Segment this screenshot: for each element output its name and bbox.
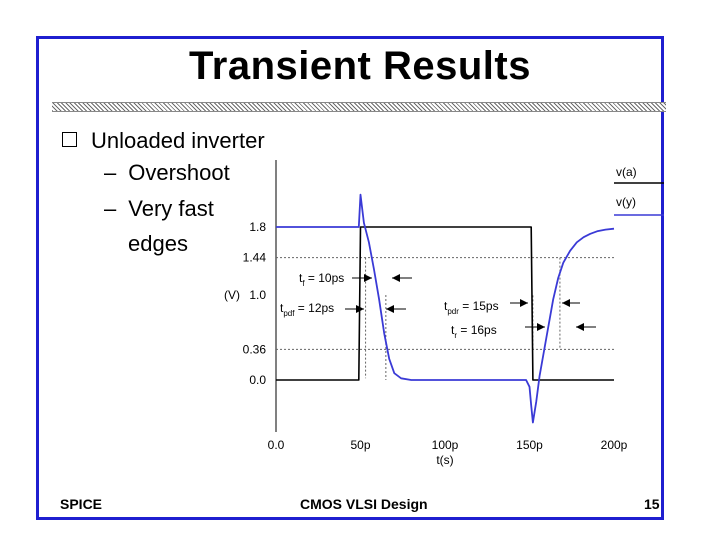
arrowhead: [562, 299, 570, 307]
y-tick-label: 1.0: [249, 288, 266, 302]
annotation-subscript: pdf: [283, 309, 295, 318]
y-tick-label: 1.44: [243, 251, 267, 265]
arrowhead: [364, 274, 372, 282]
annotation-main: t: [451, 323, 455, 337]
subbullet-text: Overshoot: [128, 160, 230, 185]
subbullet-overshoot: – Overshoot: [104, 160, 230, 186]
title-divider: [52, 102, 666, 112]
footer-page-number: 15: [644, 496, 660, 512]
checkbox-bullet-icon: [62, 132, 77, 147]
dash-bullet: –: [104, 160, 117, 185]
slide-title: Transient Results: [189, 44, 531, 88]
chart-legend: v(a) v(y): [614, 165, 664, 216]
arrowhead: [520, 299, 528, 307]
annotation-main: t: [444, 299, 448, 313]
subbullet-continuation: edges: [128, 231, 188, 256]
footer-left: SPICE: [60, 496, 103, 512]
x-axis-label: t(s): [436, 453, 453, 467]
x-tick-label: 150p: [516, 438, 543, 452]
annotation-value: = 10ps: [305, 271, 345, 285]
slide-frame: [36, 36, 664, 520]
x-tick-label: 50p: [350, 438, 370, 452]
x-tick-label: 200p: [601, 438, 628, 452]
arrowhead: [356, 305, 364, 313]
dash-bullet: –: [104, 196, 117, 221]
subbullet-text: Very fast: [128, 196, 214, 221]
annotation-main: t: [299, 271, 303, 285]
annotation-subscript: pdr: [447, 307, 459, 316]
subbullet-very-fast: – Very fast: [104, 196, 214, 222]
y-axis-label: (V): [224, 288, 240, 302]
annotation-subscript: r: [454, 331, 457, 340]
footer-center: CMOS VLSI Design: [300, 496, 428, 512]
legend-label: v(y): [616, 195, 636, 209]
y-tick-label: 0.36: [243, 342, 267, 356]
annotation-subscript: f: [302, 279, 305, 288]
annotation-label: tpdf = 12ps: [280, 301, 334, 318]
y-tick-label: 1.8: [249, 220, 266, 234]
annotation-value: = 12ps: [294, 301, 334, 315]
arrowhead: [392, 274, 400, 282]
bullet-unloaded-inverter: Unloaded inverter: [62, 128, 265, 154]
y-tick-label: 0.0: [249, 373, 266, 387]
bullet-text: Unloaded inverter: [91, 128, 265, 153]
x-tick-label: 0.0: [268, 438, 285, 452]
annotation-value: = 15ps: [459, 299, 499, 313]
arrowhead: [537, 323, 545, 331]
chart-axes: 0.0 0.36 1.0 1.44 1.8 (V) 0.0 50p 100p 150p 200p t(…: [224, 160, 628, 467]
annotation-value: = 16ps: [457, 323, 497, 337]
series-line-v-y: [276, 193, 615, 424]
arrowhead: [576, 323, 584, 331]
series-line-v-a: [276, 226, 614, 381]
legend-label: v(a): [616, 165, 637, 179]
arrowhead: [386, 305, 394, 313]
annotation-label: tr = 16ps: [451, 323, 497, 340]
chart-lines: [276, 193, 615, 424]
annotation-label: tf = 10ps: [299, 271, 344, 288]
annotation-label: tpdr = 15ps: [444, 299, 499, 316]
annotation-main: t: [280, 301, 284, 315]
x-tick-label: 100p: [432, 438, 459, 452]
